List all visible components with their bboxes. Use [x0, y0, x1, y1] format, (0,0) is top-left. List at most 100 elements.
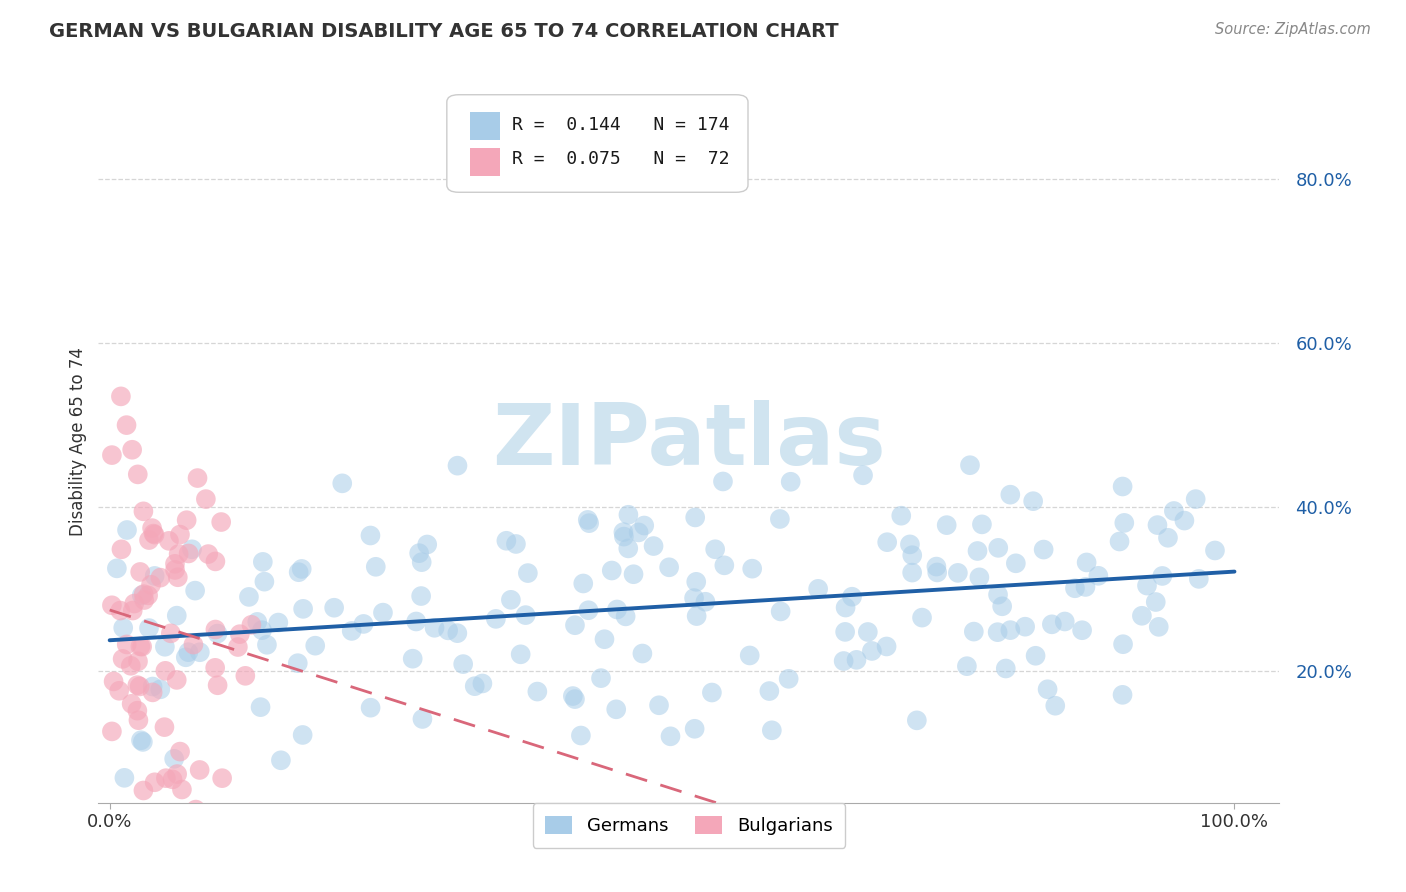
Point: [832, 654, 855, 668]
Point: [153, 640, 176, 654]
Point: [593, 632, 616, 647]
Point: [834, 600, 856, 615]
Point: [291, 728, 314, 742]
Point: [149, 682, 172, 697]
Point: [197, 547, 219, 561]
Point: [111, 652, 134, 666]
Point: [194, 492, 217, 507]
Point: [188, 645, 211, 659]
Point: [149, 571, 172, 585]
Point: [495, 533, 517, 548]
Point: [516, 566, 538, 580]
Point: [127, 654, 149, 668]
Point: [131, 640, 153, 654]
Point: [249, 700, 271, 714]
Point: [142, 685, 165, 699]
Text: ZIPatlas: ZIPatlas: [492, 400, 886, 483]
Point: [211, 771, 233, 785]
Point: [181, 542, 204, 557]
Point: [695, 595, 717, 609]
Point: [170, 782, 193, 797]
Point: [1152, 569, 1174, 583]
Point: [1114, 516, 1136, 530]
Point: [160, 626, 183, 640]
Point: [856, 625, 879, 640]
Point: [128, 680, 150, 694]
Point: [901, 548, 924, 562]
Point: [129, 565, 152, 579]
Point: [122, 597, 145, 611]
Point: [207, 626, 229, 640]
Point: [685, 574, 707, 589]
Point: [240, 617, 263, 632]
Point: [1076, 556, 1098, 570]
Point: [176, 513, 198, 527]
Point: [515, 608, 537, 623]
Point: [704, 542, 727, 557]
Point: [987, 625, 1010, 640]
Point: [446, 626, 468, 640]
Point: [165, 563, 187, 577]
Point: [779, 475, 801, 489]
Point: [408, 546, 430, 560]
Point: [115, 523, 138, 537]
Point: [252, 555, 274, 569]
Point: [405, 615, 427, 629]
Point: [162, 772, 184, 787]
Point: [253, 574, 276, 589]
Point: [911, 610, 934, 624]
Point: [142, 680, 165, 694]
Point: [561, 689, 583, 703]
Point: [166, 767, 188, 781]
Point: [578, 516, 600, 531]
Point: [153, 720, 176, 734]
Point: [991, 599, 1014, 614]
Point: [564, 618, 586, 632]
Point: [966, 544, 988, 558]
Point: [1000, 488, 1022, 502]
Point: [713, 558, 735, 573]
Point: [226, 640, 249, 654]
Point: [683, 722, 706, 736]
Point: [963, 624, 986, 639]
Point: [292, 602, 315, 616]
Point: [464, 679, 486, 693]
Point: [969, 570, 991, 584]
Point: [207, 678, 229, 692]
Point: [1022, 494, 1045, 508]
Point: [101, 448, 124, 462]
Point: [700, 685, 723, 699]
Point: [956, 659, 979, 673]
Point: [605, 702, 627, 716]
Point: [229, 627, 252, 641]
Point: [437, 624, 460, 638]
Point: [631, 647, 654, 661]
Point: [110, 604, 132, 618]
Point: [353, 616, 375, 631]
Point: [167, 547, 190, 561]
Point: [169, 745, 191, 759]
Point: [499, 592, 522, 607]
Point: [411, 589, 433, 603]
Point: [291, 562, 314, 576]
Point: [127, 678, 149, 692]
Point: [138, 621, 160, 635]
Point: [139, 578, 162, 592]
Point: [166, 608, 188, 623]
Point: [987, 588, 1010, 602]
Point: [174, 650, 197, 665]
Point: [136, 589, 159, 603]
Point: [204, 623, 226, 637]
Point: [1074, 580, 1097, 594]
Point: [110, 389, 132, 403]
Point: [129, 733, 152, 747]
Point: [416, 537, 439, 551]
Point: [115, 418, 138, 433]
Point: [1157, 531, 1180, 545]
Point: [108, 683, 131, 698]
Point: [256, 638, 278, 652]
Point: [204, 661, 226, 675]
Point: [186, 471, 208, 485]
Point: [103, 674, 125, 689]
Point: [1144, 595, 1167, 609]
